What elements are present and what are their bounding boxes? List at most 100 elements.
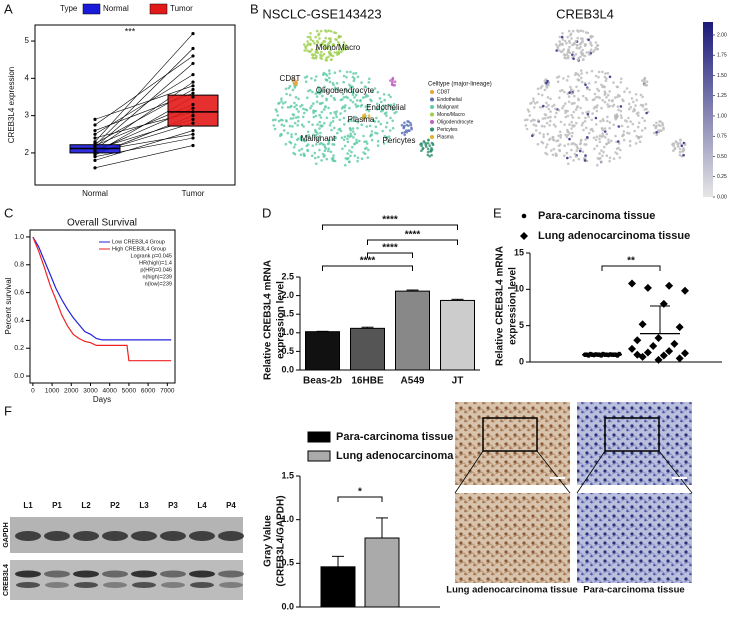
umap-point (342, 80, 346, 84)
feature-point (599, 156, 602, 160)
umap-point (387, 135, 391, 138)
umap-point (291, 125, 294, 128)
umap-point (366, 94, 370, 98)
umap-point (293, 121, 297, 125)
significance-label: **** (360, 256, 376, 267)
feature-point (577, 74, 581, 77)
umap-point (294, 116, 298, 119)
feature-point (556, 80, 560, 83)
umap-point (291, 117, 295, 120)
feature-point (578, 149, 582, 153)
zoom-connector (576, 450, 606, 494)
feature-point (613, 96, 617, 99)
feature-point (611, 99, 614, 103)
feature-point (680, 144, 684, 147)
y-axis-label: Gray Value (263, 515, 274, 567)
feature-point (544, 146, 548, 149)
blot-band (44, 570, 70, 578)
feature-point (627, 102, 631, 106)
y-tick-label: 10 (514, 284, 524, 294)
umap-point (367, 114, 371, 117)
blot-band (218, 531, 244, 541)
feature-point (587, 38, 590, 42)
feature-point (638, 140, 642, 143)
cluster-label: Endothelial (366, 103, 406, 112)
umap-point (322, 39, 326, 43)
umap-point (362, 134, 365, 138)
significance-bracket (367, 239, 458, 245)
feature-point (554, 43, 558, 46)
feature-point (587, 50, 591, 54)
feature-point (641, 105, 645, 108)
umap-point (280, 100, 283, 103)
umap-point (281, 118, 284, 122)
umap-point (338, 69, 342, 73)
feature-point (600, 127, 604, 130)
umap-point (314, 56, 318, 60)
feature-point (634, 142, 638, 145)
feature-point (619, 148, 622, 152)
umap-point (313, 79, 317, 82)
feature-point (627, 107, 631, 111)
feature-point (546, 143, 549, 146)
umap-point (328, 80, 332, 84)
umap-point (359, 99, 362, 103)
umap-point (356, 159, 359, 163)
feature-point (570, 127, 573, 130)
umap-point (327, 139, 331, 143)
feature-point (563, 144, 566, 147)
umap-point (366, 156, 370, 159)
point (616, 351, 622, 357)
umap-point (373, 87, 377, 90)
feature-point (532, 100, 535, 103)
umap-point (315, 29, 319, 33)
feature-point (551, 135, 555, 139)
feature-point (546, 116, 550, 119)
feature-point (543, 79, 547, 83)
umap-point (312, 133, 315, 137)
feature-point (577, 89, 580, 93)
feature-point (571, 29, 575, 33)
feature-point (532, 97, 535, 100)
feature-point (562, 77, 565, 80)
umap-point (429, 150, 432, 153)
umap-point (370, 99, 373, 103)
umap-point (280, 97, 283, 100)
umap-point (354, 119, 357, 123)
feature-point (532, 123, 536, 126)
legend-label: Lung adenocarcinoma tissue (538, 230, 690, 242)
feature-point (678, 150, 682, 154)
feature-point (584, 138, 587, 141)
umap-point (310, 154, 314, 157)
significance-bracket (337, 496, 383, 502)
umap-point (332, 116, 335, 120)
feature-point (678, 142, 682, 145)
umap-point (322, 52, 326, 56)
umap-point (316, 45, 319, 49)
umap-point (335, 115, 338, 119)
umap-point (318, 92, 322, 95)
feature-point (551, 105, 554, 108)
umap-point (353, 77, 356, 80)
point (93, 117, 97, 121)
umap-point (351, 130, 355, 133)
feature-point (547, 103, 550, 107)
umap-point (340, 107, 344, 110)
umap-point (426, 153, 430, 157)
umap-point (409, 123, 413, 127)
feature-point (539, 86, 543, 90)
feature-point (637, 136, 640, 140)
umap-point (354, 115, 357, 119)
umap-point (347, 119, 350, 123)
feature-point (536, 142, 540, 146)
umap-point (324, 105, 327, 108)
feature-point (603, 145, 606, 149)
umap-point (319, 116, 323, 119)
feature-point (536, 101, 539, 104)
feature-point (579, 106, 582, 110)
feature-point (679, 139, 682, 142)
feature-point (530, 101, 533, 105)
feature-point (591, 35, 594, 38)
feature-point (618, 156, 622, 159)
umap-point (427, 139, 430, 142)
